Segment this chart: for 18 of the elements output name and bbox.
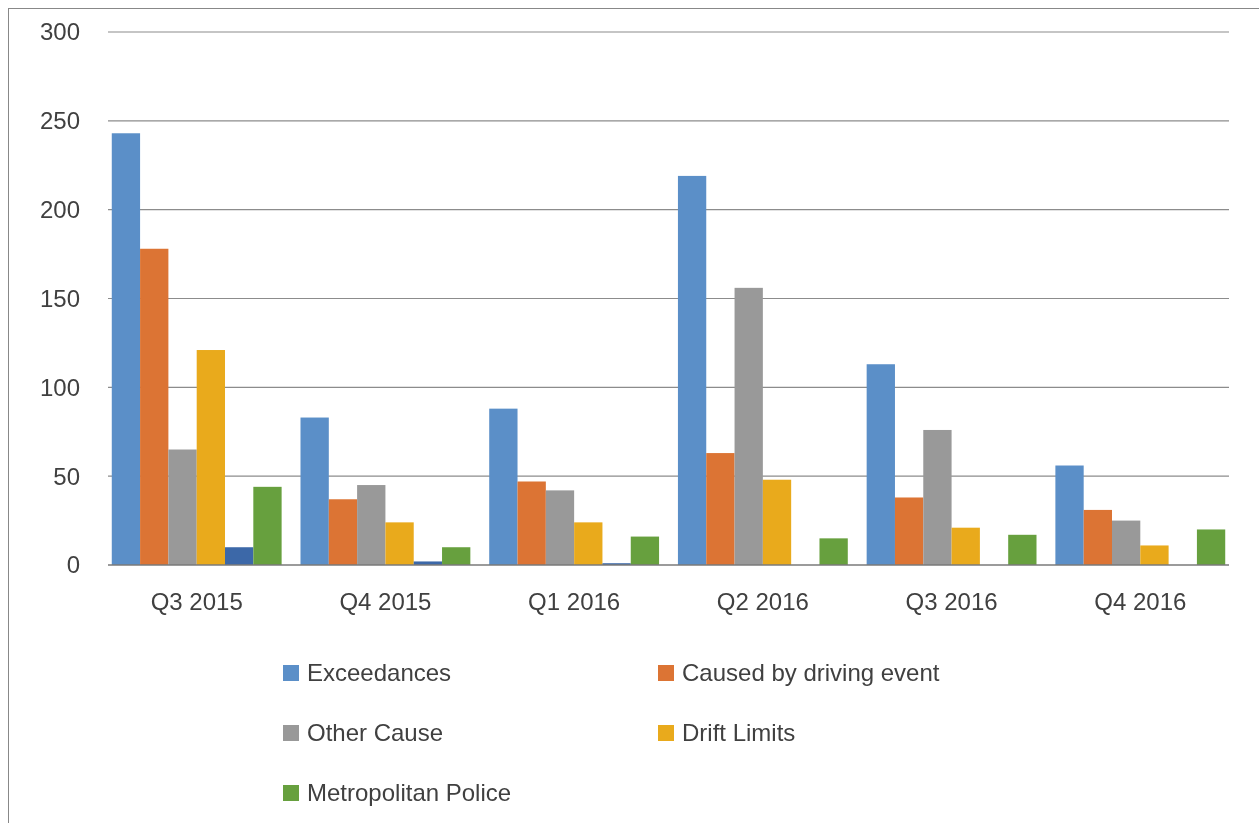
x-tick-label: Q3 2016 [905,588,998,615]
y-tick-label: 100 [39,373,80,401]
y-tick-label: 250 [39,107,80,135]
x-tick-label: Q4 2016 [1094,588,1187,615]
x-tick-label: Q1 2016 [528,588,621,615]
x-tick-label: Q2 2016 [716,588,809,615]
x-tick-label: Q4 2015 [339,588,432,615]
y-tick-label: 50 [53,462,80,490]
x-tick-label: Q3 2015 [150,588,243,615]
legend-label: Drift Limits [682,719,796,747]
legend-label: Exceedances [307,659,452,687]
legend-label: Other Cause [307,719,444,747]
y-tick-label: 0 [66,551,80,579]
y-tick-label: 150 [39,284,80,312]
legend-label: Caused by driving event [682,659,940,687]
y-tick-label: 200 [39,196,80,224]
legend-label: Metropolitan Police [307,779,512,807]
y-tick-label: 300 [39,18,80,46]
